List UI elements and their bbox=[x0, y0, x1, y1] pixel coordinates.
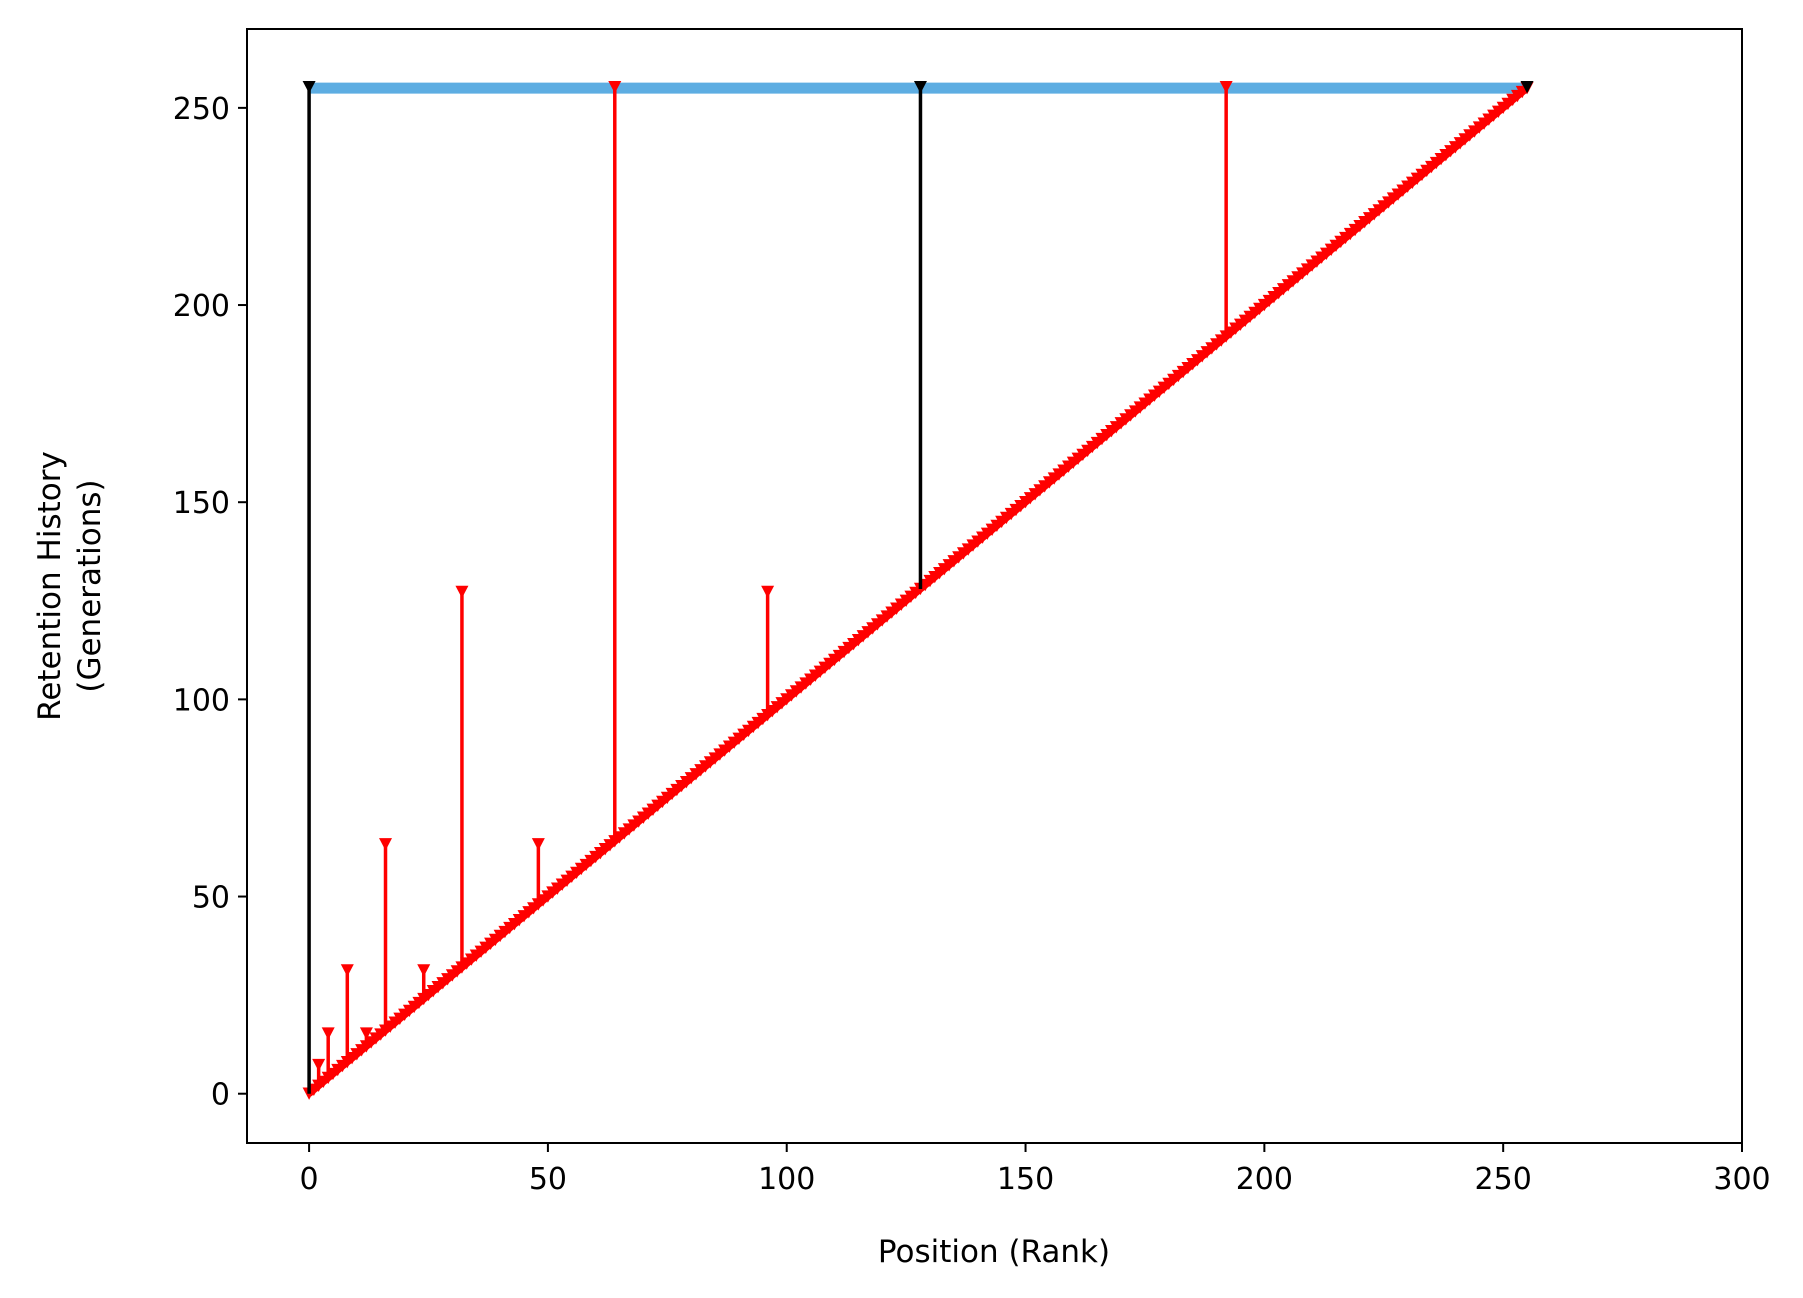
retained-stem-marker bbox=[455, 585, 469, 599]
plot-frame bbox=[246, 28, 1743, 1144]
y-axis-label-line-2: (Generations) bbox=[72, 479, 108, 692]
x-axis-label: Position (Rank) bbox=[878, 1234, 1110, 1270]
primary-stem-marker bbox=[1520, 80, 1534, 94]
retained-stem-marker bbox=[359, 1027, 373, 1040]
plot-marks bbox=[302, 80, 1534, 1100]
primary-stem-marker bbox=[302, 80, 316, 94]
retained-stem-marker bbox=[340, 964, 354, 977]
y-axis-label-line-1: Retention History bbox=[32, 451, 68, 721]
x-tick-label: 0 bbox=[300, 1162, 319, 1197]
x-axis: 0 50 100 150 200 250 300 bbox=[300, 1143, 1771, 1197]
primary-stem-marker bbox=[913, 80, 927, 94]
retained-stem-marker bbox=[531, 838, 545, 851]
retained-stem-marker bbox=[608, 80, 622, 94]
retained-stem-marker bbox=[321, 1027, 335, 1040]
retained-stem-marker bbox=[312, 1058, 326, 1072]
x-tick-label: 300 bbox=[1713, 1162, 1770, 1197]
x-tick-label: 150 bbox=[997, 1162, 1054, 1197]
y-tick-label: 0 bbox=[211, 1078, 230, 1113]
retained-stem-marker bbox=[761, 585, 775, 599]
y-tick-label: 50 bbox=[192, 881, 230, 916]
y-tick-label: 250 bbox=[173, 92, 230, 127]
y-tick-label: 150 bbox=[173, 486, 230, 521]
y-axis: 0 50 100 150 200 250 bbox=[173, 92, 247, 1113]
x-tick-label: 100 bbox=[758, 1162, 815, 1197]
x-tick-label: 50 bbox=[529, 1162, 567, 1197]
retained-stem-marker bbox=[379, 838, 393, 851]
retained-stem-marker bbox=[1219, 80, 1233, 94]
y-tick-label: 200 bbox=[173, 289, 230, 324]
retained-stem-marker bbox=[417, 964, 431, 977]
x-tick-label: 200 bbox=[1236, 1162, 1293, 1197]
y-tick-label: 100 bbox=[173, 683, 230, 718]
x-tick-label: 250 bbox=[1475, 1162, 1532, 1197]
